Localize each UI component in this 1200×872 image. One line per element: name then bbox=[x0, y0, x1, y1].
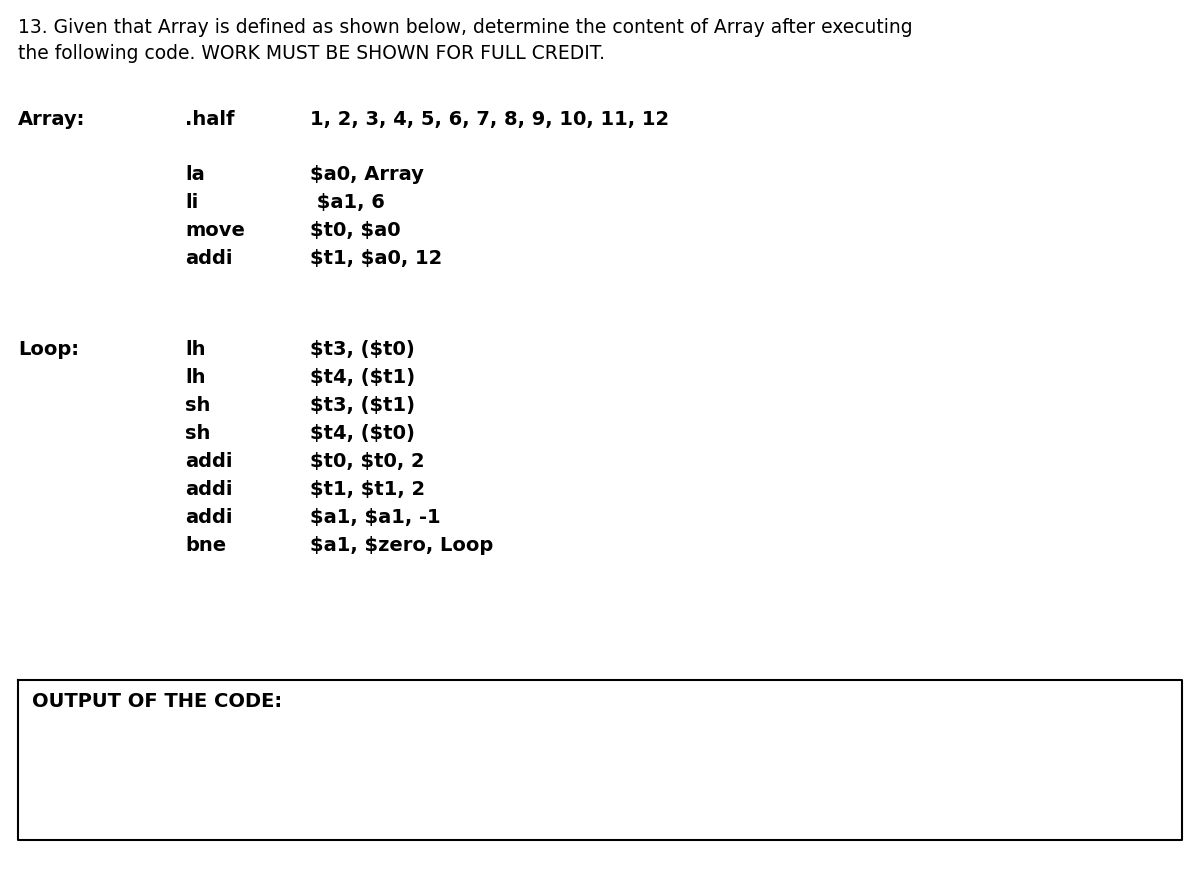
Text: 13. Given that Array is defined as shown below, determine the content of Array a: 13. Given that Array is defined as shown… bbox=[18, 18, 913, 37]
Text: $a0, Array: $a0, Array bbox=[310, 165, 424, 184]
Text: $t4, ($t0): $t4, ($t0) bbox=[310, 424, 415, 443]
Text: .half: .half bbox=[185, 110, 234, 129]
Text: $t0, $a0: $t0, $a0 bbox=[310, 221, 401, 240]
Text: addi: addi bbox=[185, 452, 233, 471]
Text: lh: lh bbox=[185, 368, 205, 387]
Text: the following code. WORK MUST BE SHOWN FOR FULL CREDIT.: the following code. WORK MUST BE SHOWN F… bbox=[18, 44, 605, 63]
Text: $t0, $t0, 2: $t0, $t0, 2 bbox=[310, 452, 425, 471]
Text: sh: sh bbox=[185, 424, 210, 443]
Text: $t1, $t1, 2: $t1, $t1, 2 bbox=[310, 480, 425, 499]
Text: Array:: Array: bbox=[18, 110, 85, 129]
Text: $t3, ($t1): $t3, ($t1) bbox=[310, 396, 415, 415]
Text: la: la bbox=[185, 165, 205, 184]
Text: $t4, ($t1): $t4, ($t1) bbox=[310, 368, 415, 387]
Text: addi: addi bbox=[185, 508, 233, 527]
Text: $t3, ($t0): $t3, ($t0) bbox=[310, 340, 415, 359]
Text: $a1, $a1, -1: $a1, $a1, -1 bbox=[310, 508, 440, 527]
Text: $a1, 6: $a1, 6 bbox=[310, 193, 385, 212]
Text: li: li bbox=[185, 193, 198, 212]
Text: bne: bne bbox=[185, 536, 226, 555]
Text: 1, 2, 3, 4, 5, 6, 7, 8, 9, 10, 11, 12: 1, 2, 3, 4, 5, 6, 7, 8, 9, 10, 11, 12 bbox=[310, 110, 670, 129]
Text: Loop:: Loop: bbox=[18, 340, 79, 359]
Text: addi: addi bbox=[185, 480, 233, 499]
Text: addi: addi bbox=[185, 249, 233, 268]
Text: $a1, $zero, Loop: $a1, $zero, Loop bbox=[310, 536, 493, 555]
Text: sh: sh bbox=[185, 396, 210, 415]
Text: lh: lh bbox=[185, 340, 205, 359]
Text: $t1, $a0, 12: $t1, $a0, 12 bbox=[310, 249, 443, 268]
Text: move: move bbox=[185, 221, 245, 240]
Text: OUTPUT OF THE CODE:: OUTPUT OF THE CODE: bbox=[32, 692, 282, 711]
